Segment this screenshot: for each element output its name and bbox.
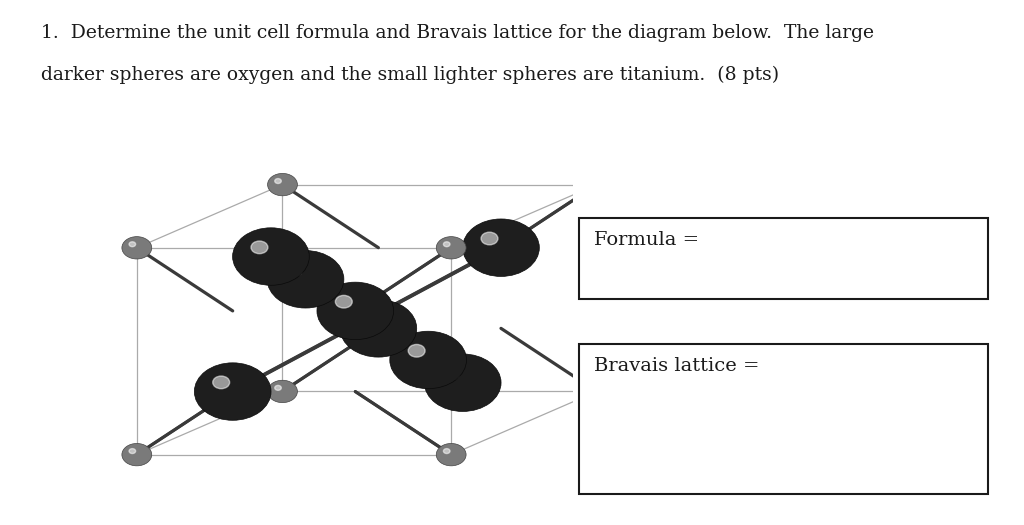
FancyBboxPatch shape [579,218,988,299]
Circle shape [589,385,596,390]
Text: Bravais lattice =: Bravais lattice = [594,357,760,375]
Circle shape [443,449,450,454]
Text: darker spheres are oxygen and the small lighter spheres are titanium.  (8 pts): darker spheres are oxygen and the small … [41,66,779,84]
Circle shape [336,296,352,308]
FancyBboxPatch shape [579,344,988,494]
Circle shape [424,354,501,412]
Circle shape [359,313,366,319]
Circle shape [390,331,467,388]
Circle shape [589,178,596,184]
Circle shape [274,178,282,184]
Circle shape [195,363,271,421]
Circle shape [129,242,135,247]
Circle shape [274,385,282,390]
Circle shape [358,313,376,326]
Circle shape [267,380,297,403]
Circle shape [213,376,229,388]
Circle shape [340,300,417,357]
Text: Formula =: Formula = [594,231,699,249]
Circle shape [317,282,393,340]
Text: 1.  Determine the unit cell formula and Bravais lattice for the diagram below.  : 1. Determine the unit cell formula and B… [41,24,873,41]
Circle shape [232,228,309,285]
Circle shape [409,344,425,357]
Circle shape [122,237,152,259]
Circle shape [251,241,268,254]
Circle shape [463,219,540,277]
Circle shape [481,232,498,245]
Circle shape [267,250,344,308]
Circle shape [443,242,450,247]
Circle shape [582,173,611,196]
Circle shape [286,264,302,277]
Circle shape [122,444,152,466]
Circle shape [352,309,382,331]
Circle shape [442,367,460,380]
Circle shape [582,380,611,403]
Circle shape [129,449,135,454]
Circle shape [436,237,466,259]
Circle shape [436,444,466,466]
Circle shape [267,173,297,196]
